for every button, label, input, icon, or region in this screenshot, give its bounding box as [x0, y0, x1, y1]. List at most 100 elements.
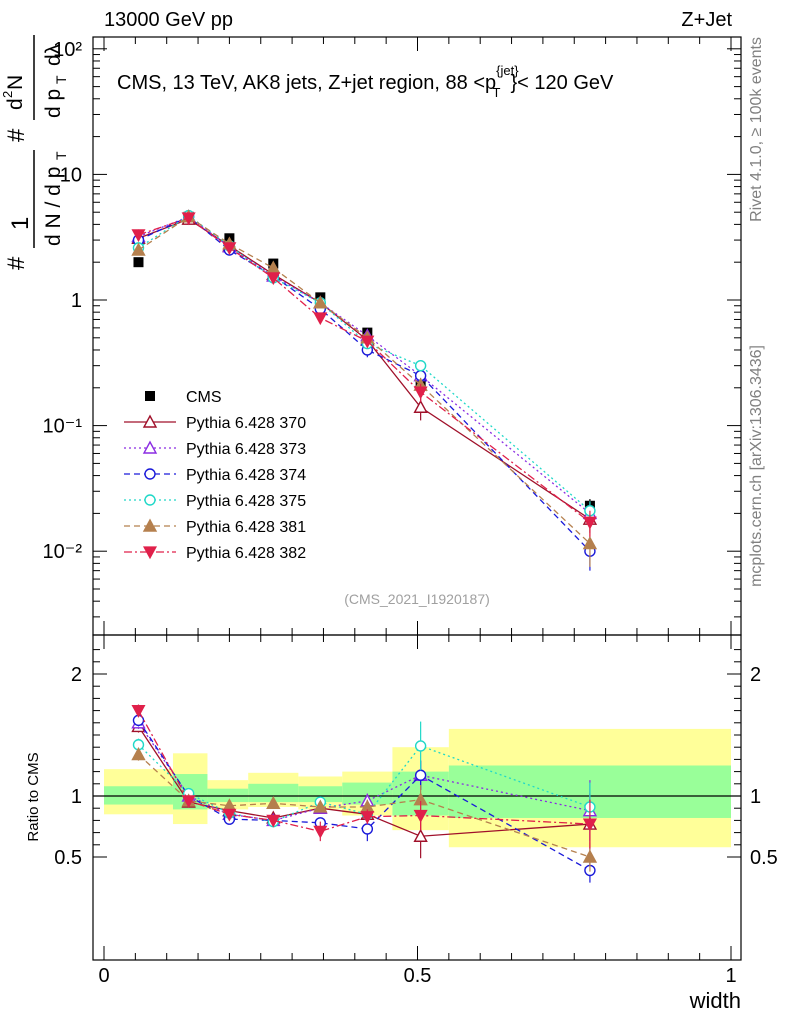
main-data-point [313, 295, 328, 309]
rivet-label: Rivet 4.1.0, ≥ 100k events [748, 37, 765, 222]
ratio-data-point [313, 799, 328, 813]
main-series-line [138, 214, 591, 512]
main-ylabel-numer: d [4, 98, 27, 110]
axis-ticks: 0 0.5 1 10⁻² 10⁻¹ 1 10 10² 0.5 0.5 1 1 2 2 [43, 37, 778, 987]
ratio-data-point [131, 747, 146, 761]
ratio-series-line [138, 754, 591, 858]
main-data-point [413, 386, 428, 400]
legend-label: CMS [186, 389, 222, 406]
main-data-point [414, 359, 427, 372]
ratio-series-line [137, 726, 590, 837]
main-series-line [138, 215, 591, 545]
main-data-point [582, 516, 597, 530]
main-series-line [138, 218, 591, 520]
ratio-data-point [582, 849, 598, 863]
y-tick-label: 10⁻¹ [43, 416, 83, 438]
legend-label: Pythia 6.428 373 [186, 441, 306, 458]
main-data-point [313, 312, 328, 326]
legend-item: Pythia 6.428 381 [124, 518, 306, 536]
legend-item: Pythia 6.428 382 [124, 545, 306, 562]
main-data-point [582, 536, 598, 550]
green-band-bin [298, 786, 343, 803]
legend-marker [142, 518, 158, 532]
ratio-data-point [582, 818, 597, 832]
y-tick-label: 10² [53, 39, 82, 61]
green-band-bin [248, 783, 299, 803]
legend-marker [142, 546, 158, 560]
ratio-series-line [138, 744, 591, 823]
main-ylabel-dlambda: dλ [42, 43, 65, 66]
main-data-point [131, 229, 146, 243]
main-series-layer [131, 209, 598, 571]
main-ylabel-sub2: T [53, 75, 69, 84]
main-ylabel-sub1: T [53, 151, 69, 160]
ratio-data-point [181, 795, 196, 809]
legend-item: CMS [145, 389, 222, 406]
ratio-data-point [266, 795, 281, 810]
ratio-y-tick-label-right: 2 [750, 664, 761, 686]
main-series-line [138, 217, 591, 523]
mcplots-label: mcplots.cern.ch [arXiv:1306.3436] [748, 345, 765, 587]
legend-item: Pythia 6.428 375 [124, 493, 306, 510]
ratio-ylabel: Ratio to CMS [25, 752, 42, 841]
legend-item: Pythia 6.428 373 [124, 440, 306, 458]
legend-item: Pythia 6.428 370 [124, 414, 306, 432]
main-ylabel-N: N [4, 75, 27, 90]
main-title: CMS, 13 TeV, AK8 jets, Z+jet region, 88 … [117, 63, 614, 100]
x-tick-label: 0 [98, 965, 109, 987]
main-ylabel-sup: 2 [0, 91, 15, 98]
main-title-sub: T [493, 85, 501, 100]
main-title-prefix: CMS, 13 TeV, AK8 jets, Z+jet region, 88 … [117, 72, 496, 94]
x-tick-label: 0.5 [404, 965, 432, 987]
ratio-series-5 [131, 704, 597, 849]
ratio-data-point [361, 823, 374, 835]
y-tick-label: 10 [60, 164, 82, 186]
main-ylabel-one: 1 [7, 217, 34, 230]
ratio-data-point [414, 769, 427, 781]
ratio-data-point [413, 828, 428, 842]
ratio-series-line [137, 722, 591, 822]
y-tick-label: 10⁻² [43, 541, 83, 563]
ratio-data-point [266, 814, 281, 828]
ratio-series-line [137, 720, 591, 871]
analysis-watermark: (CMS_2021_I1920187) [344, 591, 490, 607]
main-ylabel: # 1 d N / d p T # d 2 N d p T dλ [0, 35, 69, 270]
legend-marker [144, 468, 156, 480]
x-axis-label: width [689, 988, 741, 1013]
legend-label: Pythia 6.428 382 [186, 545, 306, 562]
legend-label: Pythia 6.428 370 [186, 415, 306, 432]
main-series-6 [131, 212, 597, 537]
ratio-y-tick-label-right: 0.5 [750, 847, 778, 869]
legend-item: Pythia 6.428 374 [124, 467, 306, 484]
ratio-data-point [414, 740, 427, 752]
x-tick-label: 1 [725, 965, 736, 987]
main-ylabel-denom1: d N / d p [42, 167, 65, 246]
y-tick-label: 1 [71, 290, 82, 312]
ratio-series-layer [131, 704, 598, 883]
ratio-y-tick-label: 2 [71, 664, 82, 686]
ratio-series-line [137, 710, 590, 833]
legend-marker [142, 414, 158, 428]
ratio-y-tick-label: 0.5 [54, 847, 82, 869]
legend-marker [144, 494, 156, 506]
ratio-data-point [360, 811, 375, 824]
main-ylabel-hash1: # [3, 256, 30, 270]
legend-label: Pythia 6.428 381 [186, 519, 306, 536]
main-data-point [133, 257, 144, 268]
green-band-bin [104, 786, 173, 805]
header-right: Z+Jet [681, 9, 732, 31]
legend-label: Pythia 6.428 375 [186, 493, 306, 510]
ratio-data-point [313, 825, 328, 839]
main-data-point [131, 242, 146, 256]
main-title-sup: {jet} [496, 63, 519, 78]
main-ylabel-hash2: # [3, 128, 30, 142]
main-data-point [360, 335, 375, 349]
main-data-point [266, 272, 281, 286]
main-ylabel-denom2: d p [42, 89, 65, 118]
legend: CMS Pythia 6.428 370 Pythia 6.428 373 Pythi… [124, 389, 306, 562]
ratio-data-point [222, 808, 237, 822]
green-band-bin [207, 788, 249, 803]
legend-label: Pythia 6.428 374 [186, 467, 306, 484]
legend-marker [142, 440, 158, 454]
